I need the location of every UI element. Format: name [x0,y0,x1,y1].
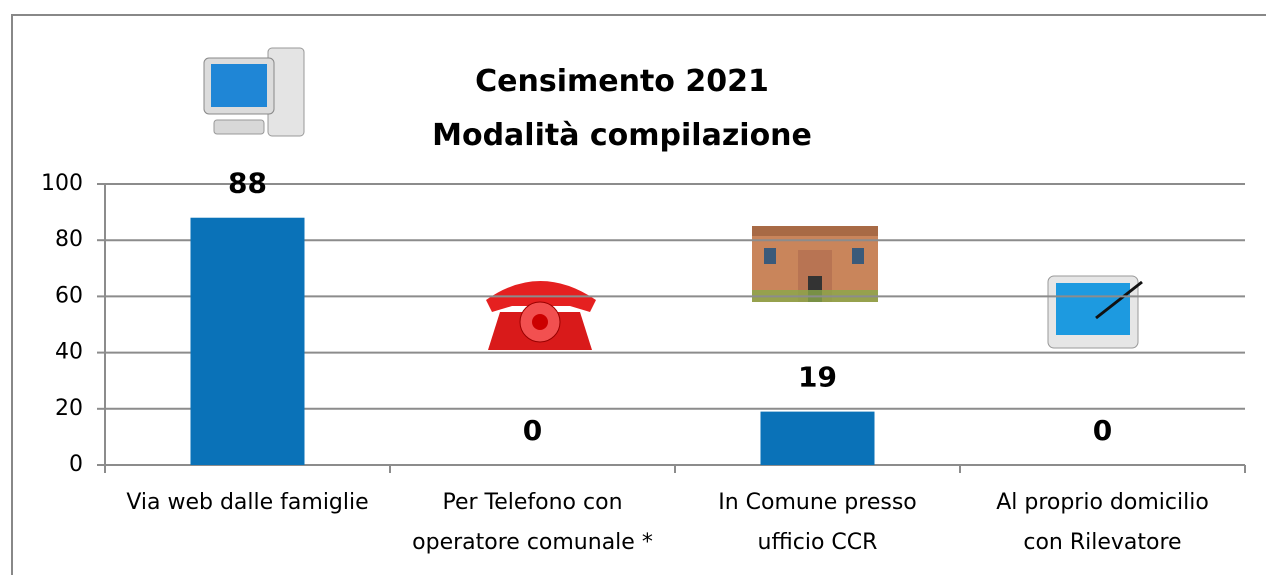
y-tick-label: 80 [55,227,83,252]
y-tick-label: 20 [55,396,83,421]
y-tick-label: 100 [41,171,83,196]
y-tick-label: 0 [69,452,83,477]
value-label: 19 [798,361,837,394]
x-tick-label: Via web dalle famiglie [126,490,368,515]
computer-icon [203,47,305,137]
y-tick-label: 40 [55,340,83,365]
x-tick-label: In Comune presso ufficio CCR [718,490,917,555]
chart-title: Censimento 2021 Modalità compilazione [432,64,812,153]
value-label: 88 [228,167,267,200]
bar [190,217,305,465]
phone-icon [486,281,596,350]
y-tick-label: 60 [55,283,83,308]
bar [760,411,875,465]
tablet-icon [1047,275,1143,349]
x-tick-label: Per Telefono con operatore comunale * [412,490,653,555]
x-tick-label: Al proprio domicilio con Rilevatore [996,490,1209,555]
value-label: 0 [1093,414,1112,447]
value-label: 0 [523,414,542,447]
building-icon [752,226,878,302]
